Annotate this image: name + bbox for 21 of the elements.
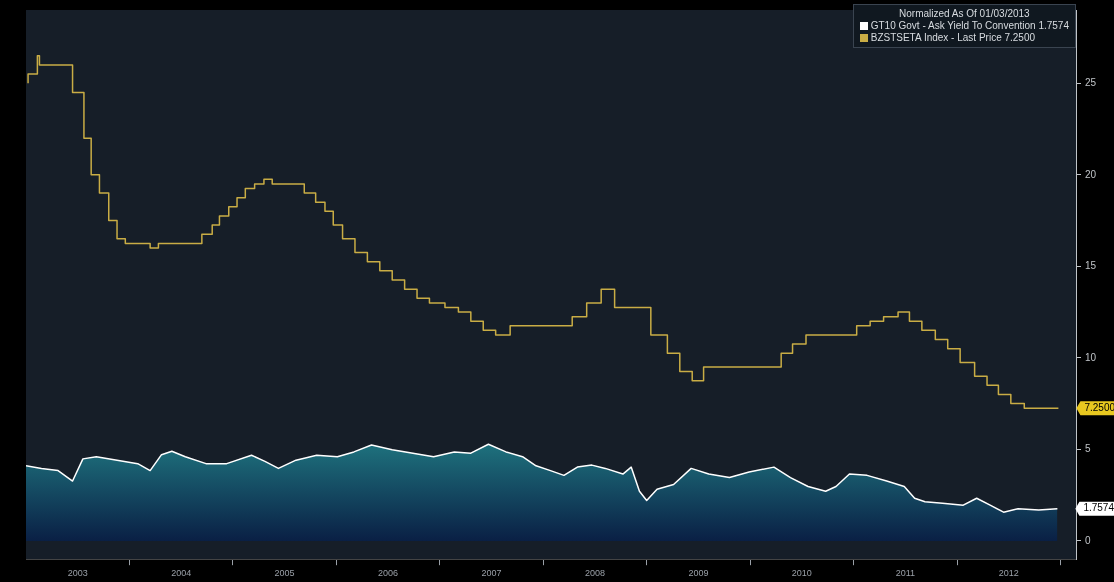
legend-label: GT10 Govt - Ask Yield To Convention 1.7574 <box>869 20 1069 32</box>
y-tick-label: 20 <box>1085 168 1097 180</box>
x-tick-label: 2009 <box>688 568 709 579</box>
x-tick-label: 2008 <box>584 568 605 579</box>
y-tick-label: 25 <box>1085 76 1097 88</box>
x-tick-label: 2007 <box>481 568 502 579</box>
annotation: 7.2500 <box>1084 401 1114 413</box>
y-tick-label: 10 <box>1085 351 1097 363</box>
x-tick-label: 2011 <box>895 568 915 579</box>
legend-label: BZSTSETA Index - Last Price 7.2500 <box>869 32 1037 44</box>
y-tick-label: 5 <box>1085 443 1091 455</box>
y-tick-label: 15 <box>1085 260 1097 272</box>
x-tick-label: 2003 <box>67 568 88 579</box>
x-tick-label: 2012 <box>998 568 1019 579</box>
y-tick-label: 0 <box>1085 534 1091 546</box>
x-tick-label: 2005 <box>274 568 295 579</box>
x-tick-label: 2010 <box>791 568 812 579</box>
x-tick-label: 2004 <box>171 568 192 579</box>
x-tick-label: 2006 <box>378 568 399 579</box>
annotation: 1.7574 <box>1083 502 1114 514</box>
legend-title: Normalized As Of 01/03/2013 <box>898 8 1031 20</box>
